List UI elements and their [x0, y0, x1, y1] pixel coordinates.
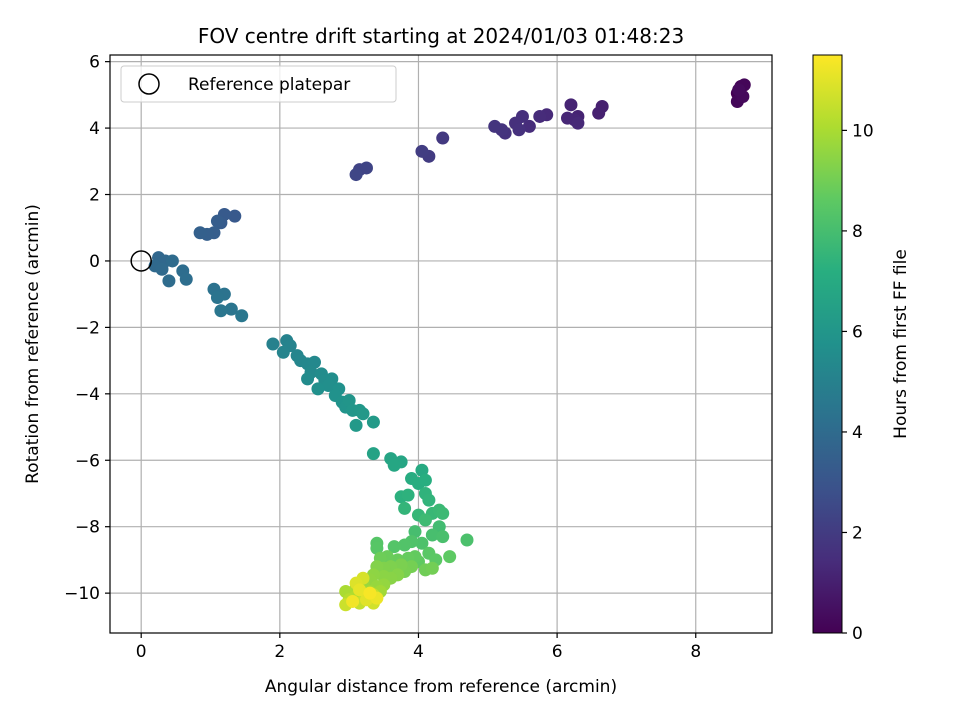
- data-point: [408, 525, 422, 539]
- data-point: [301, 372, 315, 386]
- y-axis-label: Rotation from reference (arcmin): [23, 204, 43, 484]
- data-point: [436, 131, 450, 145]
- data-point: [398, 501, 412, 515]
- data-point: [342, 393, 356, 407]
- data-point: [425, 528, 439, 542]
- legend-label: Reference platepar: [188, 75, 350, 95]
- data-point: [210, 214, 224, 228]
- data-point: [155, 262, 169, 276]
- legend: Reference platepar: [120, 65, 397, 103]
- x-axis-label: Angular distance from reference (arcmin): [265, 677, 617, 697]
- y-tick-label: 4: [89, 119, 100, 139]
- y-tick-label: −6: [75, 451, 100, 471]
- data-point: [307, 355, 321, 369]
- data-point: [418, 513, 432, 527]
- data-point: [732, 83, 746, 97]
- colorbar-label: Hours from first FF file: [891, 249, 911, 439]
- x-tick-label: 4: [413, 642, 424, 662]
- data-point: [311, 382, 325, 396]
- y-tick-label: −10: [64, 584, 100, 604]
- y-tick-label: −4: [75, 385, 100, 405]
- colorbar: [813, 55, 842, 633]
- data-point: [321, 379, 335, 393]
- colorbar-tick-label: 0: [852, 624, 863, 644]
- data-point: [366, 415, 380, 429]
- x-tick-label: 6: [552, 642, 563, 662]
- x-axis-ticks: 0 2 4 6 8: [136, 633, 701, 662]
- colorbar-frame: [812, 54, 843, 634]
- reference-platepar-marker: [130, 250, 152, 272]
- data-point: [488, 119, 502, 133]
- data-point: [398, 538, 412, 552]
- data-points: [148, 78, 751, 612]
- data-point: [214, 304, 228, 318]
- y-tick-label: 6: [89, 53, 100, 73]
- data-point: [346, 594, 360, 608]
- data-point: [401, 488, 415, 502]
- y-tick-label: −8: [75, 518, 100, 538]
- data-point: [387, 540, 401, 554]
- data-point: [387, 458, 401, 472]
- data-point: [533, 109, 547, 123]
- colorbar-tick-label: 8: [852, 222, 863, 242]
- data-point: [571, 116, 585, 130]
- data-point: [415, 144, 429, 158]
- data-point: [349, 418, 363, 432]
- y-tick-label: 0: [89, 252, 100, 272]
- data-point: [162, 274, 176, 288]
- chart-title: FOV centre drift starting at 2024/01/03 …: [198, 24, 684, 48]
- data-point: [165, 254, 179, 268]
- data-point: [512, 123, 526, 137]
- x-tick-label: 0: [136, 642, 147, 662]
- data-point: [193, 226, 207, 240]
- y-axis-ticks: 6 4 2 0 −2 −4 −6 −8 −10: [64, 53, 110, 604]
- data-point: [415, 463, 429, 477]
- data-point: [418, 473, 432, 487]
- colorbar-tick-label: 4: [852, 423, 863, 443]
- data-point: [349, 168, 363, 182]
- data-point: [353, 583, 367, 597]
- colorbar-tick-label: 2: [852, 523, 863, 543]
- data-point: [266, 337, 280, 351]
- data-point: [366, 447, 380, 461]
- data-point: [436, 506, 450, 520]
- colorbar-tick-label: 10: [852, 121, 874, 141]
- data-point: [394, 558, 408, 572]
- legend-marker-icon: [138, 73, 160, 95]
- colorbar-ticks: 0 2 4 6 8 10: [842, 121, 874, 644]
- data-point: [370, 541, 384, 555]
- y-tick-label: 2: [89, 186, 100, 206]
- data-point: [276, 345, 290, 359]
- data-point: [359, 161, 373, 175]
- legend-box: [120, 65, 397, 103]
- data-point: [363, 586, 377, 600]
- data-point: [228, 209, 242, 223]
- reference-point-group: [130, 250, 152, 272]
- data-point: [592, 106, 606, 120]
- data-point: [564, 98, 578, 112]
- data-point: [443, 550, 457, 564]
- colorbar-tick-label: 6: [852, 322, 863, 342]
- data-point: [422, 493, 436, 507]
- plot-frame: [109, 54, 773, 634]
- data-point: [235, 309, 249, 323]
- y-tick-label: −2: [75, 318, 100, 338]
- data-point: [522, 119, 536, 133]
- data-point: [561, 111, 575, 125]
- data-point: [224, 302, 238, 316]
- data-point: [210, 290, 224, 304]
- data-point: [425, 561, 439, 575]
- data-point: [179, 272, 193, 286]
- data-point: [356, 407, 370, 421]
- data-point: [460, 533, 474, 547]
- data-point: [415, 536, 429, 550]
- data-point: [436, 530, 450, 544]
- x-tick-label: 2: [274, 642, 285, 662]
- x-tick-label: 8: [690, 642, 701, 662]
